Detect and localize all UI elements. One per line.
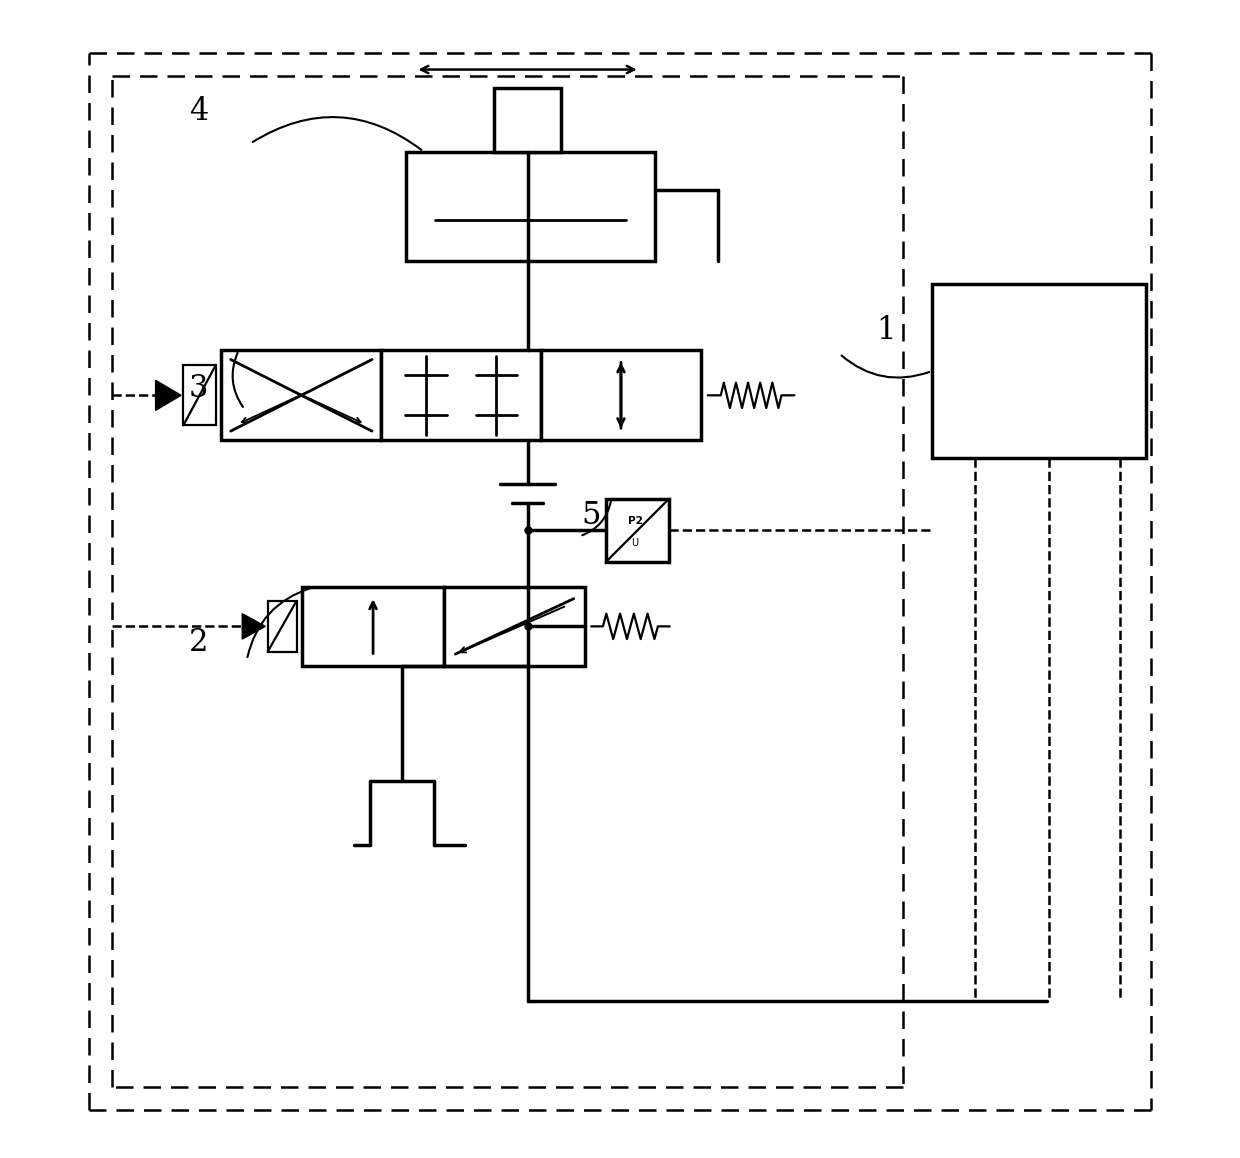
Text: U: U xyxy=(631,538,639,548)
Bar xyxy=(444,587,585,666)
Text: 1: 1 xyxy=(875,315,895,346)
Polygon shape xyxy=(155,380,181,410)
Bar xyxy=(605,499,670,563)
Text: 3: 3 xyxy=(188,373,208,404)
Polygon shape xyxy=(242,614,265,639)
Text: 2: 2 xyxy=(188,626,208,658)
FancyArrowPatch shape xyxy=(248,588,311,657)
Bar xyxy=(381,350,541,440)
FancyArrowPatch shape xyxy=(842,356,929,378)
Text: 4: 4 xyxy=(188,96,208,126)
Text: 5: 5 xyxy=(582,500,601,532)
Bar xyxy=(184,365,216,425)
Bar xyxy=(541,350,701,440)
Bar xyxy=(407,152,655,262)
Bar xyxy=(268,601,296,652)
FancyArrowPatch shape xyxy=(233,353,243,406)
Bar xyxy=(932,285,1146,457)
Bar xyxy=(303,587,444,666)
Bar xyxy=(494,88,560,152)
FancyArrowPatch shape xyxy=(582,501,611,535)
FancyArrowPatch shape xyxy=(253,117,422,149)
Text: P2: P2 xyxy=(627,516,642,526)
Bar xyxy=(222,350,381,440)
